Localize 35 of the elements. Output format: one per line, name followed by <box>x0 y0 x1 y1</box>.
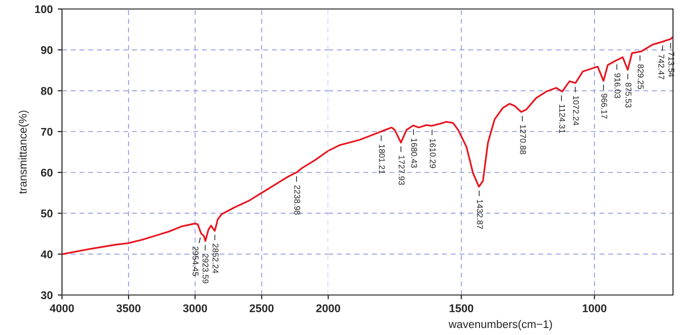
annotation: 2238.98 <box>294 185 300 215</box>
annotation: 1680.43 <box>411 138 418 168</box>
x-axis-title: wavenumbers(cm−1) <box>448 320 552 330</box>
x-tick-label: 1000 <box>582 304 606 312</box>
y-tick-label: 30 <box>40 291 53 300</box>
y-tick-label: 40 <box>40 250 53 258</box>
x-tick-label: 3000 <box>183 304 208 312</box>
y-tick-label: 70 <box>41 128 53 136</box>
x-tick-label: 2500 <box>250 304 274 312</box>
y-tick-label: 60 <box>41 168 53 177</box>
x-tick-label: 3500 <box>116 304 140 312</box>
annotation: 966.17 <box>601 94 608 118</box>
x-tick-label: 4000 <box>50 304 74 312</box>
annotation: 829.25 <box>638 64 644 90</box>
annotation: 875.53 <box>626 82 632 108</box>
annotation: 713.54 <box>668 52 674 77</box>
annotation: 1072.24 <box>573 96 579 126</box>
annotation: 1801.21 <box>378 144 385 174</box>
x-tick-label: 2000 <box>316 304 340 312</box>
y-axis-title: transmittance(%) <box>18 110 29 194</box>
annotation: 742.47 <box>658 54 664 80</box>
annotation: 1610.29 <box>430 138 436 168</box>
annotation: 1270.88 <box>520 125 526 154</box>
annotation: 2954.45 <box>192 246 198 276</box>
annotation: 1124.31 <box>559 104 566 134</box>
annotation: 2852.24 <box>212 244 218 274</box>
x-tick-label: 1500 <box>450 304 474 312</box>
y-tick-label: 90 <box>41 46 53 54</box>
annotation: 1432.87 <box>476 200 483 229</box>
annotation: 916.03 <box>614 73 620 98</box>
annotation: 2923.59 <box>202 254 208 284</box>
annotation: 1727.93 <box>398 156 405 185</box>
y-tick-label: 50 <box>40 210 53 218</box>
y-tick-label: 100 <box>35 5 53 14</box>
y-tick-label: 80 <box>40 86 53 95</box>
